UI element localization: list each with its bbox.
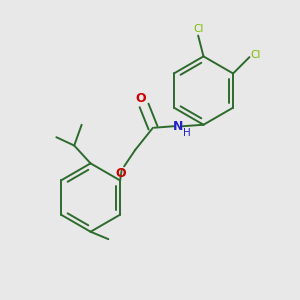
Text: Cl: Cl <box>193 24 203 34</box>
Text: H: H <box>183 128 190 138</box>
Text: N: N <box>173 120 183 133</box>
Text: Cl: Cl <box>251 50 261 60</box>
Text: O: O <box>115 167 126 180</box>
Text: O: O <box>136 92 146 105</box>
